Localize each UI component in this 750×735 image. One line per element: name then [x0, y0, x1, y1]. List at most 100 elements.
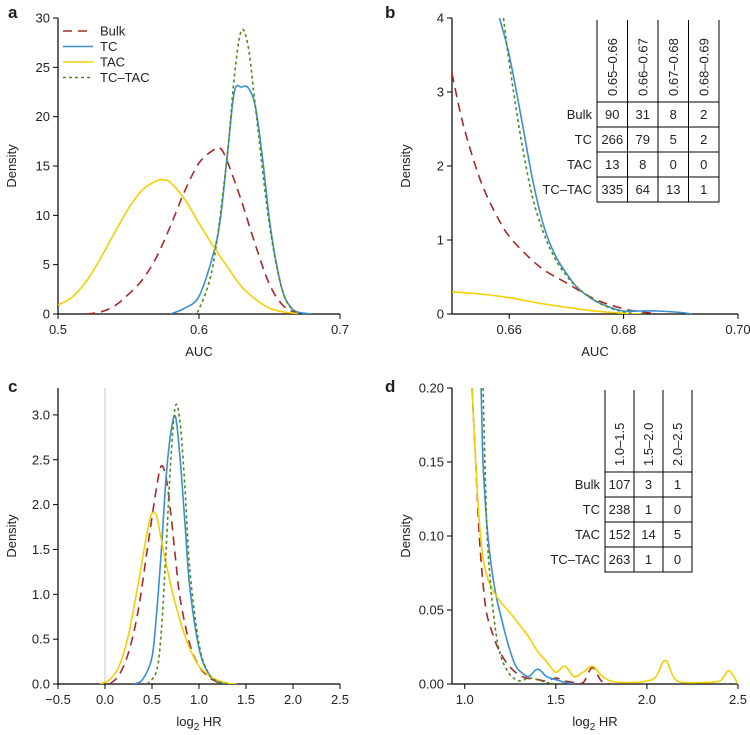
table-row-label: Bulk — [567, 107, 593, 122]
series-group — [452, 18, 693, 314]
y-tick-label: 20 — [36, 109, 50, 124]
table-cell: 1 — [645, 502, 652, 517]
table-cell: 152 — [609, 527, 631, 542]
count-table: 1.0–1.5 1.5–2.0 2.0–2.5 Bulk 107 3 1 TC 238 1 0 TAC… — [550, 390, 693, 573]
y-tick-label: 0.5 — [32, 632, 50, 647]
x-tick-label: 0.6 — [190, 322, 208, 337]
y-tick-label: 0 — [43, 307, 50, 322]
table-cell: 335 — [601, 182, 623, 197]
y-tick-label: 0.20 — [419, 381, 444, 396]
table-cell: 0 — [670, 157, 677, 172]
y-tick-label: 0 — [437, 307, 444, 322]
series-line-bulk — [86, 146, 299, 314]
table-cell: 238 — [609, 502, 631, 517]
series-line-tc — [170, 84, 312, 314]
y-tick-label: 3 — [437, 85, 444, 100]
table-cell: 2 — [700, 107, 707, 122]
series-group — [99, 403, 237, 684]
y-axis-label: Density — [4, 144, 19, 188]
count-table: 0.65–0.66 0.66–0.67 0.67–0.68 0.68–0.69 Bulk… — [542, 20, 720, 203]
y-tick-label: 3.0 — [32, 407, 50, 422]
series-line-tac — [99, 511, 237, 684]
table-cell: 107 — [609, 477, 631, 492]
table-cell: 0 — [674, 552, 681, 567]
y-axis-label: Density — [4, 514, 19, 558]
panel-letter: a — [8, 3, 18, 22]
series-line-bulk — [452, 73, 659, 314]
legend-entry: TC — [100, 39, 117, 54]
table-row-label: TAC — [567, 157, 592, 172]
table-cell: 1 — [700, 182, 707, 197]
legend-entry: TC–TAC — [100, 70, 150, 85]
table-cell: 266 — [601, 132, 623, 147]
table-cell: 0 — [674, 502, 681, 517]
table-cell: 90 — [605, 107, 619, 122]
x-tick-label: 2.0 — [638, 692, 656, 707]
series-line-tac — [58, 178, 298, 314]
table-cell: 14 — [641, 527, 655, 542]
table-cell: 5 — [674, 527, 681, 542]
x-axis-label: AUC — [581, 344, 608, 359]
series-line-tc — [480, 388, 575, 684]
y-axis-label: Density — [398, 144, 413, 188]
table-cell: 31 — [636, 107, 650, 122]
table-cell: 13 — [666, 182, 680, 197]
y-tick-label: 0.0 — [32, 677, 50, 692]
x-axis-label: AUC — [185, 344, 212, 359]
table-row-label: TAC — [575, 527, 600, 542]
y-tick-label: 30 — [36, 11, 50, 26]
x-tick-label: 1.5 — [237, 692, 255, 707]
table-cell: 3 — [645, 477, 652, 492]
table-cell: 0 — [700, 157, 707, 172]
table-cell: 64 — [636, 182, 650, 197]
x-axis-label-part: HR — [595, 714, 617, 729]
y-axis-label: Density — [398, 514, 413, 558]
y-tick-label: 2.5 — [32, 452, 50, 467]
x-tick-label: −0.5 — [45, 692, 71, 707]
series-line-tc-tac — [482, 388, 556, 684]
x-axis-label-sub: 2 — [194, 722, 200, 733]
x-tick-label: 0.68 — [611, 322, 636, 337]
table-cell: 79 — [636, 132, 650, 147]
y-tick-label: 1.0 — [32, 587, 50, 602]
y-tick-label: 2 — [437, 159, 444, 174]
table-cell: 1 — [645, 552, 652, 567]
panel-letter: d — [385, 377, 395, 396]
y-tick-label: 0.15 — [419, 455, 444, 470]
series-line-bulk — [471, 388, 611, 684]
table-cell: 8 — [670, 107, 677, 122]
table-row-label: TC — [575, 132, 592, 147]
table-row-label: TC–TAC — [542, 182, 592, 197]
table-cell: 1 — [674, 477, 681, 492]
x-tick-label: 0.5 — [143, 692, 161, 707]
series-line-tac — [452, 291, 641, 314]
x-tick-label: 0.0 — [96, 692, 114, 707]
panel-d: d 1.0 1.5 2.0 2.5 0.00 0.05 0.10 0.15 0.20 log2 HR… — [385, 377, 747, 733]
panel-a: a 0.5 0.6 0.7 0 5 10 15 20 25 30 AUC Density BulkTCTA… — [4, 3, 349, 359]
table-row-label: TC — [583, 502, 600, 517]
panel-c: c−0.5 0.0 0.5 1.0 1.5 2.0 2.50.00.51.01.52.02.… — [4, 377, 349, 733]
table-cell: 2 — [700, 132, 707, 147]
y-tick-label: 1 — [437, 233, 444, 248]
x-axis-label-sub: 2 — [590, 722, 596, 733]
x-tick-label: 1.5 — [547, 692, 565, 707]
x-axis-label-part: log — [176, 714, 193, 729]
y-tick-label: 1.5 — [32, 542, 50, 557]
table-cell: 5 — [670, 132, 677, 147]
series-group — [58, 28, 312, 314]
x-tick-label: 0.66 — [497, 322, 522, 337]
legend-entry: TAC — [100, 55, 125, 70]
y-tick-label: 0.05 — [419, 603, 444, 618]
y-tick-label: 10 — [36, 208, 50, 223]
x-axis-label-part: HR — [199, 714, 221, 729]
table-column-header: 0.65–0.66 — [605, 38, 620, 96]
x-tick-label: 1.0 — [456, 692, 474, 707]
x-tick-label: 0.70 — [725, 322, 750, 337]
table-column-header: 0.67–0.68 — [666, 38, 681, 96]
series-line-tc-tac — [502, 18, 636, 314]
x-axis-label: log2 HR — [572, 714, 617, 733]
panel-letter: c — [8, 377, 17, 396]
